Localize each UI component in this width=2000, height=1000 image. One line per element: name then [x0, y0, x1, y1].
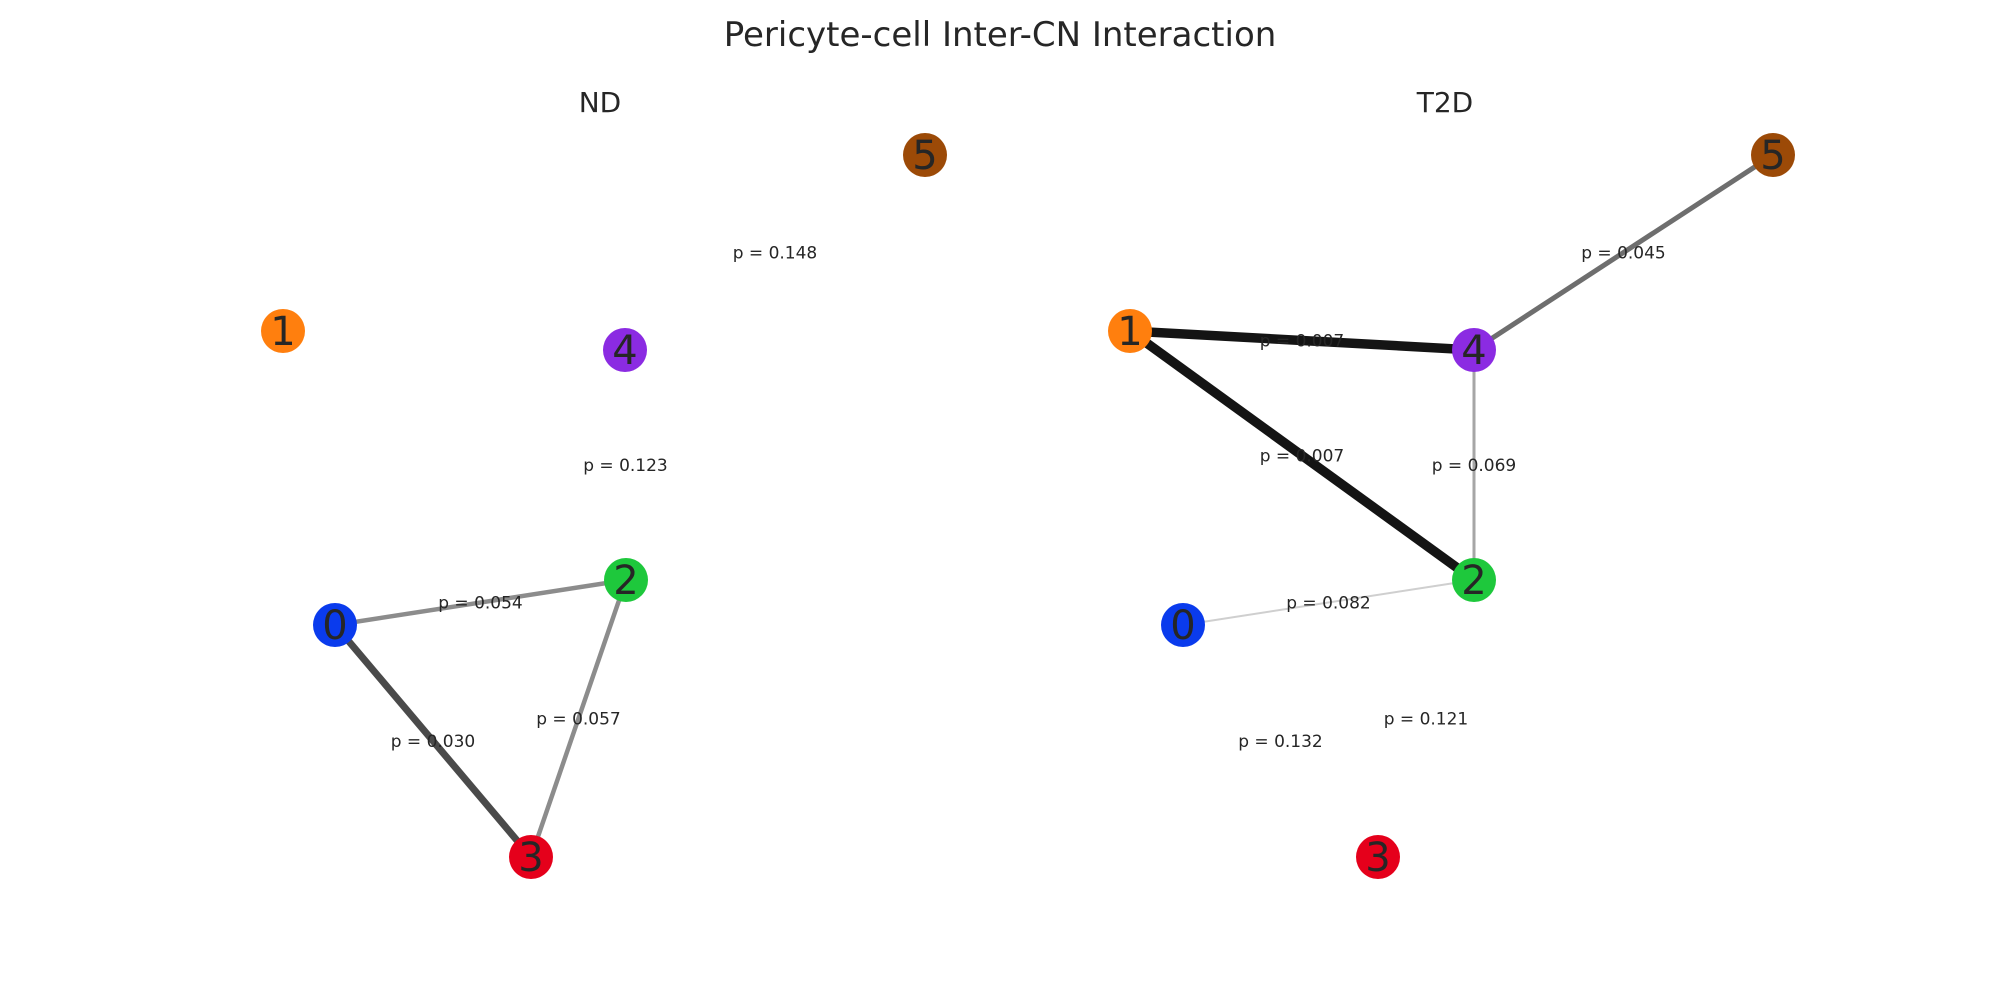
panel-title-t2d: T2D — [1416, 86, 1473, 119]
edge-0-3 — [332, 622, 534, 860]
edge-0-2 — [1182, 579, 1475, 626]
node-label-4: 4 — [1461, 328, 1486, 374]
node-4 — [603, 328, 647, 372]
node-label-2: 2 — [1461, 558, 1486, 604]
edge-label-2-3: p = 0.057 — [536, 710, 621, 730]
node-group-nd: 0 1 2 3 4 5 — [261, 133, 947, 881]
edge-2-3 — [528, 579, 629, 858]
node-label-3: 3 — [1365, 835, 1390, 881]
node-0 — [1161, 603, 1205, 647]
node-label-3: 3 — [518, 835, 543, 881]
node-label-1: 1 — [1117, 309, 1142, 355]
edge-label-0-2: p = 0.054 — [438, 594, 523, 614]
node-label-5: 5 — [1760, 133, 1785, 179]
node-label-0: 0 — [322, 603, 347, 649]
node-4 — [1452, 328, 1496, 372]
node-5 — [1751, 133, 1795, 177]
edge-group-t2d: p = 0.007 p = 0.007 p = 0.045 p = 0.069 p = … — [1127, 152, 1775, 752]
edge-4-5 — [1472, 152, 1775, 353]
panel-title-nd: ND — [579, 86, 622, 119]
node-3 — [1356, 835, 1400, 879]
node-label-1: 1 — [270, 309, 295, 355]
edge-group-nd: p = 0.054 p = 0.030 p = 0.057 p = 0.123 p = … — [332, 244, 818, 860]
edge-1-4 — [1129, 326, 1475, 355]
node-1 — [1108, 309, 1152, 353]
edge-label-0-3: p = 0.030 — [391, 732, 476, 752]
node-label-5: 5 — [912, 133, 937, 179]
node-group-t2d: 0 1 2 3 4 5 — [1108, 133, 1795, 881]
edge-label-2-3: p = 0.121 — [1384, 710, 1469, 730]
edge-label-0-3: p = 0.132 — [1238, 732, 1323, 752]
figure-title: Pericyte-cell Inter-CN Interaction — [724, 15, 1277, 55]
edge-1-2 — [1127, 327, 1477, 584]
edge-label-4-5: p = 0.148 — [733, 244, 818, 264]
edge-label-4-5: p = 0.045 — [1581, 244, 1666, 264]
edge-label-2-4: p = 0.069 — [1432, 456, 1517, 476]
edge-label-1-4: p = 0.007 — [1260, 332, 1345, 352]
node-5 — [903, 133, 947, 177]
edge-label-0-2: p = 0.082 — [1286, 594, 1371, 614]
node-1 — [261, 309, 305, 353]
node-2 — [604, 558, 648, 602]
node-2 — [1452, 558, 1496, 602]
panel-t2d: T2D p = 0.007 p = 0.007 p = 0.045 p = 0.069… — [1108, 86, 1795, 881]
node-label-4: 4 — [612, 328, 637, 374]
edge-0-2 — [334, 577, 627, 628]
node-label-2: 2 — [613, 558, 638, 604]
node-3 — [509, 835, 553, 879]
node-label-0: 0 — [1170, 603, 1195, 649]
edge-label-2-4: p = 0.123 — [583, 456, 668, 476]
edge-label-1-2: p = 0.007 — [1260, 447, 1345, 467]
node-0 — [313, 603, 357, 647]
